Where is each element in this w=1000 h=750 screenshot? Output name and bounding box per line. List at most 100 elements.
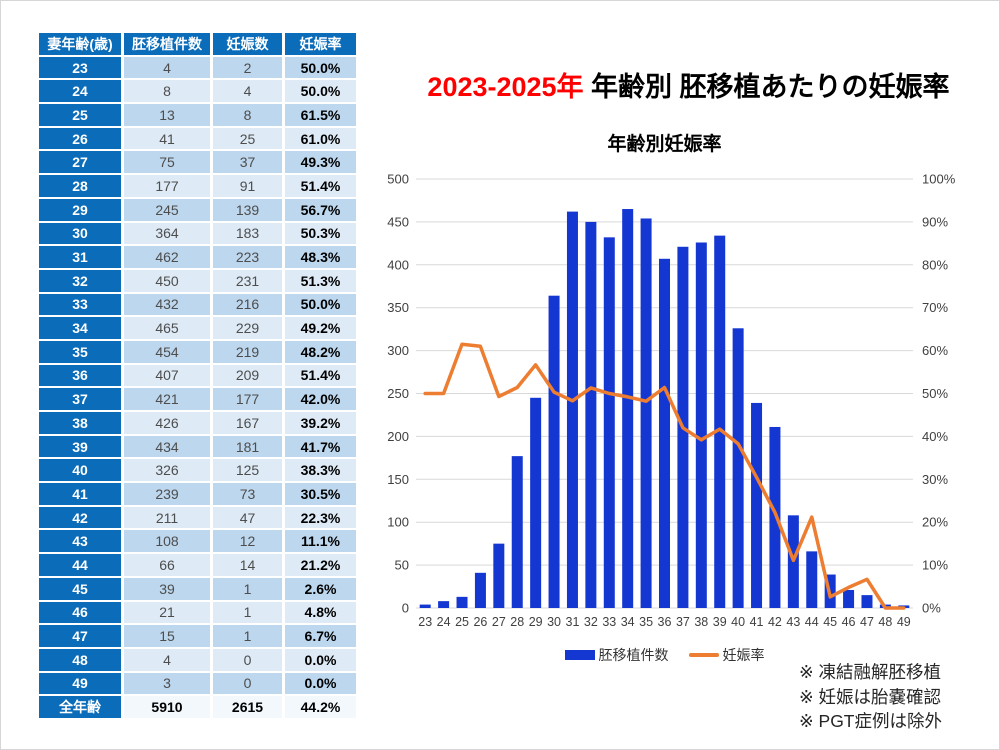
y-axis-label-left: 50	[395, 558, 409, 573]
bar-transfers	[861, 595, 873, 608]
pregnancies-cell: 1	[213, 601, 282, 624]
x-axis-label: 32	[584, 615, 598, 629]
pregnancies-cell: 181	[213, 435, 282, 458]
table-row: 26 41 25 61.0%	[39, 127, 356, 150]
pregnancies-cell: 47	[213, 506, 282, 529]
y-axis-label-right: 30%	[922, 472, 948, 487]
bar-transfers	[843, 589, 855, 608]
bar-transfers	[566, 211, 578, 608]
transfers-cell: 21	[124, 601, 210, 624]
age-cell: 37	[39, 388, 121, 410]
page-title: 2023-2025年 年齢別 胚移植あたりの妊娠率	[391, 71, 986, 105]
age-cell: 24	[39, 80, 121, 103]
bar-transfers	[530, 397, 542, 608]
rate-cell: 44.2%	[285, 696, 356, 718]
x-axis-label: 39	[713, 615, 727, 629]
age-cell: 27	[39, 151, 121, 174]
transfers-cell: 4	[124, 648, 210, 671]
x-axis-label: 30	[547, 615, 561, 629]
page-title-text: 年齢別 胚移植あたりの妊娠率	[583, 72, 950, 102]
rate-cell: 50.0%	[285, 56, 356, 79]
table-row: 24 8 4 50.0%	[39, 80, 356, 103]
pregnancies-cell: 37	[213, 151, 282, 174]
x-axis-label: 38	[694, 615, 708, 629]
age-cell: 41	[39, 483, 121, 505]
transfers-cell: 326	[124, 459, 210, 482]
x-axis-label: 25	[455, 615, 469, 629]
x-axis-label: 46	[842, 615, 856, 629]
age-cell: 40	[39, 459, 121, 482]
table-row: 48 4 0 0.0%	[39, 648, 356, 671]
table-row: 47 15 1 6.7%	[39, 625, 356, 647]
transfers-cell: 211	[124, 506, 210, 529]
header-rate: 妊娠率	[285, 33, 356, 55]
y-axis-label-left: 250	[387, 386, 409, 401]
table-total-row: 全年齢 5910 2615 44.2%	[39, 696, 356, 718]
transfers-cell: 462	[124, 246, 210, 268]
table-row: 27 75 37 49.3%	[39, 151, 356, 174]
age-cell: 39	[39, 435, 121, 458]
table-row: 39 434 181 41.7%	[39, 435, 356, 458]
pregnancies-cell: 209	[213, 364, 282, 387]
table-row: 37 421 177 42.0%	[39, 388, 356, 410]
y-axis-label-right: 40%	[922, 429, 948, 444]
age-cell: 47	[39, 625, 121, 647]
bar-transfers	[548, 295, 560, 608]
y-axis-label-right: 80%	[922, 257, 948, 272]
x-axis-label: 35	[639, 615, 653, 629]
legend-label-transfers: 胚移植件数	[598, 647, 669, 663]
x-axis-label: 45	[823, 615, 837, 629]
rate-cell: 6.7%	[285, 625, 356, 647]
pregnancies-cell: 0	[213, 672, 282, 695]
age-cell: 44	[39, 554, 121, 576]
rate-cell: 56.7%	[285, 198, 356, 221]
footnote-2: ※ 妊娠は胎嚢確認	[799, 686, 942, 707]
age-cell: 32	[39, 269, 121, 292]
x-axis-label: 28	[510, 615, 524, 629]
x-axis-label: 37	[676, 615, 690, 629]
y-axis-label-left: 500	[387, 172, 409, 187]
y-axis-label-right: 90%	[922, 214, 948, 229]
pregnancies-cell: 216	[213, 293, 282, 316]
transfers-cell: 432	[124, 293, 210, 316]
age-cell: 全年齢	[39, 696, 121, 718]
pregnancy-rate-line	[423, 342, 906, 610]
table-row: 23 4 2 50.0%	[39, 56, 356, 79]
transfers-cell: 407	[124, 364, 210, 387]
y-axis-label-left: 300	[387, 343, 409, 358]
header-transfers: 胚移植件数	[124, 33, 210, 55]
pregnancies-cell: 229	[213, 317, 282, 339]
x-axis-label: 40	[731, 615, 745, 629]
age-table-container: 妻年齢(歳) 胚移植件数 妊娠数 妊娠率 23 4 2 50.0% 24 8 4 50.0% 2…	[36, 31, 359, 720]
rate-cell: 0.0%	[285, 672, 356, 695]
pregnancies-cell: 167	[213, 412, 282, 434]
transfers-cell: 13	[124, 104, 210, 126]
table-header-row: 妻年齢(歳) 胚移植件数 妊娠数 妊娠率	[39, 33, 356, 55]
pregnancies-cell: 1	[213, 625, 282, 647]
transfers-cell: 454	[124, 340, 210, 363]
table-row: 31 462 223 48.3%	[39, 246, 356, 268]
transfers-cell: 434	[124, 435, 210, 458]
pregnancies-cell: 1	[213, 577, 282, 600]
age-cell: 43	[39, 530, 121, 553]
rate-cell: 48.3%	[285, 246, 356, 268]
age-cell: 31	[39, 246, 121, 268]
pregnancies-cell: 183	[213, 222, 282, 245]
pregnancies-cell: 219	[213, 340, 282, 363]
x-axis-label: 29	[529, 615, 543, 629]
bar-transfers	[806, 551, 818, 608]
table-row: 35 454 219 48.2%	[39, 340, 356, 363]
table-row: 36 407 209 51.4%	[39, 364, 356, 387]
pregnancies-cell: 125	[213, 459, 282, 482]
transfers-cell: 41	[124, 127, 210, 150]
table-row: 32 450 231 51.3%	[39, 269, 356, 292]
bar-transfers	[732, 328, 744, 608]
bar-transfers	[585, 221, 597, 608]
rate-cell: 4.8%	[285, 601, 356, 624]
transfers-cell: 4	[124, 56, 210, 79]
y-axis-label-right: 0%	[922, 601, 941, 616]
y-axis-label-left: 150	[387, 472, 409, 487]
rate-cell: 48.2%	[285, 340, 356, 363]
legend-label-rate: 妊娠率	[722, 647, 765, 663]
x-axis-label: 23	[418, 615, 432, 629]
